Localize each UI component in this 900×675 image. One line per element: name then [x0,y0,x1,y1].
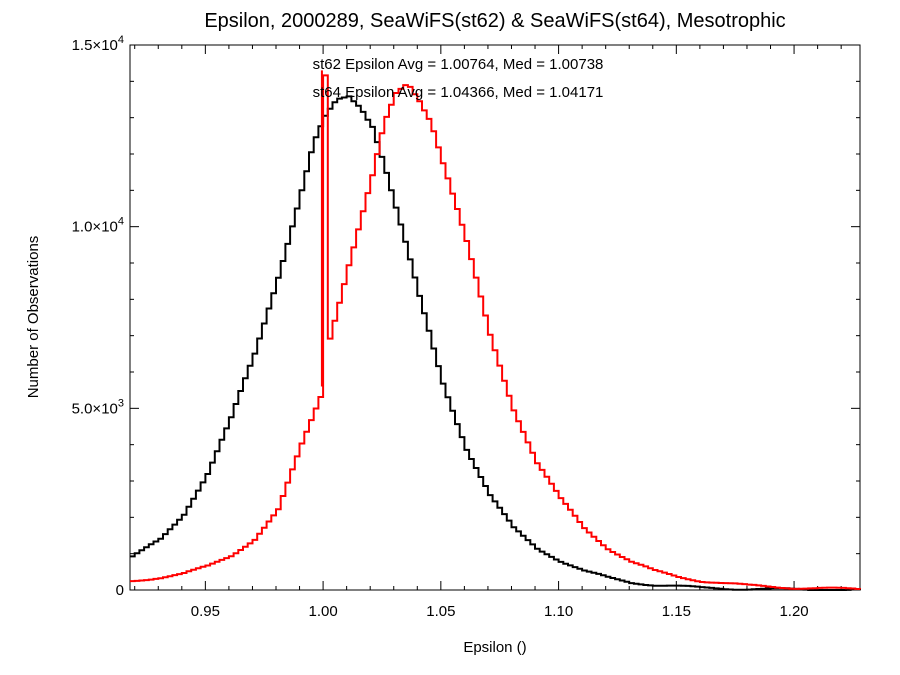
x-tick-label: 1.15 [662,603,691,620]
y-tick-exponent: 3 [118,397,124,409]
x-tick-label: 1.20 [779,603,808,620]
x-tick-label: 1.05 [426,603,455,620]
x-tick-label: 1.00 [308,603,337,620]
chart-title: Epsilon, 2000289, SeaWiFS(st62) & SeaWiF… [204,10,785,32]
annotation-st62: st62 Epsilon Avg = 1.00764, Med = 1.0073… [313,56,604,73]
series-layer [130,70,861,591]
y-tick-mantissa: 1.0×10 [72,219,118,236]
annotation-st64: st64 Epsilon Avg = 1.04366, Med = 1.0417… [313,84,604,101]
series-line-0 [130,95,861,591]
plot-frame [129,44,861,591]
y-tick-exponent: 4 [118,216,124,228]
series-line-1 [130,74,861,590]
axis-ticks: 0.95 1.00 1.05 1.10 1.15 1.2005.0×1031.0×1041… [72,34,860,620]
y-tick-mantissa: 0 [116,582,124,599]
y-tick-label: 5.0×103 [72,397,124,417]
y-tick-mantissa: 1.5×10 [72,37,118,54]
x-tick-label: 1.10 [544,603,573,620]
y-tick-exponent: 4 [118,34,124,46]
y-tick-mantissa: 5.0×10 [72,400,118,417]
x-axis-label: Epsilon () [463,639,526,656]
x-tick-label: 0.95 [191,603,220,620]
y-axis-label: Number of Observations [25,236,42,399]
y-tick-label: 1.5×104 [72,34,124,54]
y-tick-label: 1.0×104 [72,216,124,236]
y-tick-label: 0 [116,582,124,599]
